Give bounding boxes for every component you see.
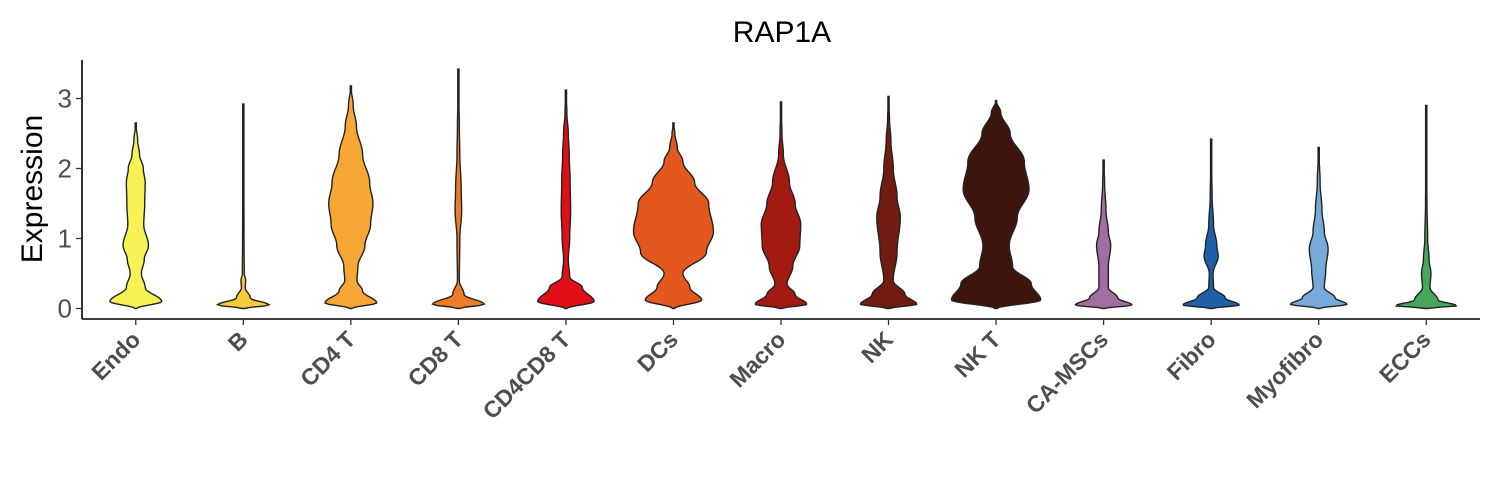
x-tick-label: Macro [724, 326, 790, 392]
x-tick-label: B [223, 326, 253, 356]
y-tick-label: 3 [58, 84, 72, 114]
violin-eccs [1395, 104, 1458, 310]
x-tick-label: CA-MSCs [1021, 326, 1113, 418]
x-tick-label: DCs [632, 326, 683, 377]
violin-cd4-t [324, 85, 378, 310]
violin-nk-t [950, 99, 1042, 310]
violin-cd8-t [431, 68, 486, 310]
violin-myofibro [1289, 146, 1348, 310]
y-tick-label: 0 [58, 294, 72, 324]
y-tick-label: 2 [58, 154, 72, 184]
violin-series [109, 68, 1458, 310]
violin-endo [109, 122, 163, 310]
chart-title: RAP1A [733, 16, 831, 49]
violin-cd4cd8-t [537, 89, 595, 310]
violin-ca-mscs [1074, 159, 1134, 310]
x-tick-label: Endo [86, 326, 145, 385]
x-tick-label: CD4 T [295, 326, 360, 391]
x-tick-label: Myofibro [1241, 326, 1328, 413]
x-tick-label: CD8 T [403, 326, 468, 391]
y-tick-label: 1 [58, 224, 72, 254]
x-tick-label: ECCs [1374, 326, 1436, 388]
x-tick-label: CD4CD8 T [478, 326, 576, 424]
violin-macro [754, 101, 808, 310]
violin-b [215, 103, 271, 310]
violin-fibro [1182, 138, 1240, 310]
x-tick-label: NK [856, 326, 898, 368]
violin-dcs [632, 122, 715, 310]
y-axis-ticks: 0 1 2 3 [58, 84, 82, 324]
x-tick-label: NK T [949, 326, 1005, 382]
y-axis-label: Expression [16, 115, 49, 263]
x-tick-label: Fibro [1162, 326, 1221, 385]
x-axis-ticks: Endo B CD4 T CD8 T CD4CD8 T DCs Macro NK NK T CA-… [86, 319, 1436, 424]
violin-nk [859, 95, 918, 310]
